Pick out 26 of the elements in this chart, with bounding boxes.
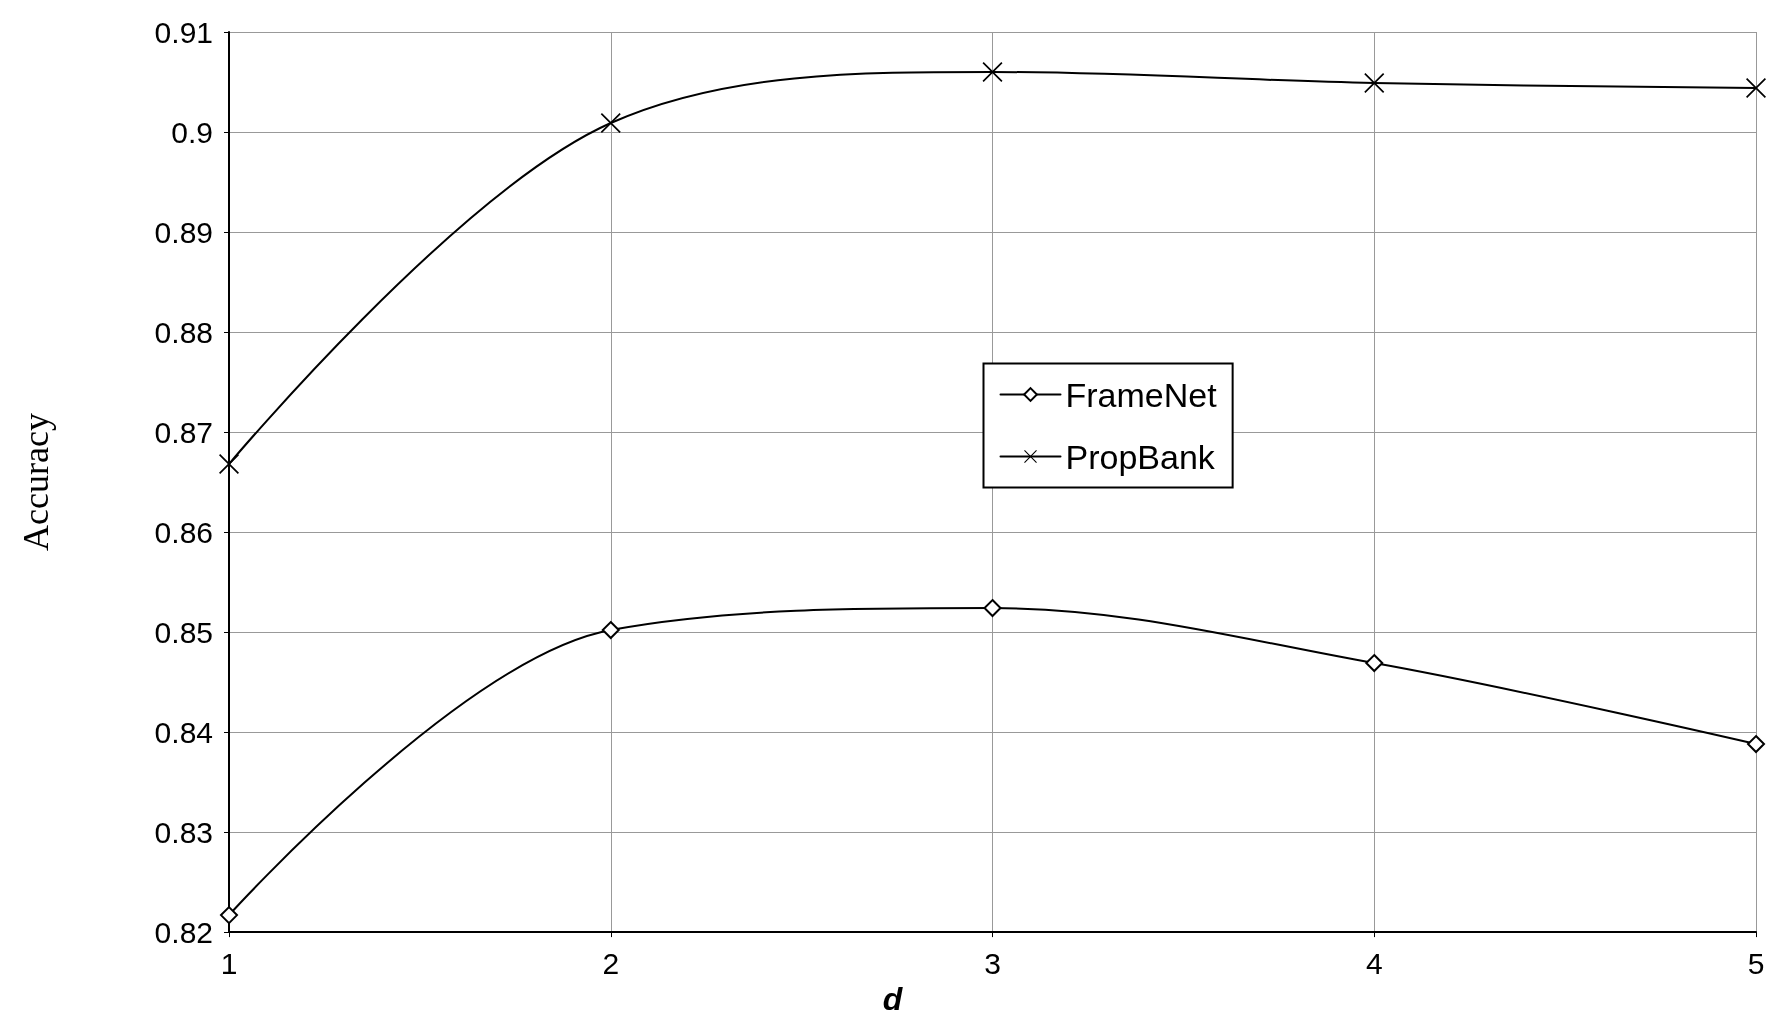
y-tick-label: 0.89 — [154, 215, 213, 249]
y-tick-label: 0.87 — [154, 415, 213, 449]
legend-label: FrameNet — [1065, 375, 1218, 414]
x-tick-label: 2 — [602, 946, 620, 980]
y-tick-label: 0.85 — [154, 615, 213, 649]
x-tick-label: 1 — [220, 946, 238, 980]
point — [1365, 654, 1384, 673]
y-tick-label: 0.91 — [154, 15, 213, 49]
y-tick-label: 0.88 — [154, 315, 213, 349]
x-axis-title: d — [882, 981, 904, 1017]
legend-label: PropBank — [1065, 437, 1216, 476]
point — [220, 906, 238, 925]
point — [601, 621, 620, 640]
y-tick-label: 0.86 — [154, 515, 213, 549]
y-tick-label: 0.9 — [171, 115, 213, 149]
y-tick-label: 0.82 — [154, 915, 213, 949]
y-tick-label: 0.83 — [154, 815, 213, 849]
y-axis-title: Accuracy — [16, 413, 56, 551]
x-tick-label: 3 — [984, 946, 1001, 980]
point — [219, 454, 239, 475]
x-tick-label: 4 — [1365, 946, 1383, 980]
point — [1747, 735, 1765, 754]
x-tick-label: 5 — [1747, 946, 1765, 980]
point — [1746, 78, 1766, 99]
y-tick-label: 0.84 — [154, 715, 213, 749]
point — [983, 599, 1002, 618]
